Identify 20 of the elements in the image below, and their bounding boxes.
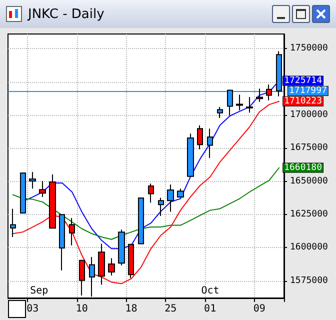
annotation: Oct — [201, 286, 220, 296]
y-tick-label: 1700000 — [290, 110, 328, 120]
x-tick-label: 10 — [76, 304, 88, 314]
x-tick-label: 18 — [125, 304, 138, 314]
y-tick-label: 1625000 — [290, 209, 328, 220]
y-tick-label: 1675000 — [290, 143, 328, 154]
x-tick-label: 01 — [204, 304, 216, 314]
y-tick-label: 1650000 — [290, 176, 328, 186]
y-tick-label: 1575000 — [290, 276, 328, 286]
data-label: 1660180 — [284, 162, 322, 173]
chart-title: JNKC - Daily — [28, 6, 106, 22]
data-label: 1725714 — [284, 76, 322, 86]
ref-line-label: 1717997 — [289, 86, 327, 96]
x-tick-label: 09 — [253, 304, 266, 314]
data-label: 1710223 — [284, 96, 322, 106]
annotation: Sep — [30, 286, 48, 296]
y-tick-label: 1750000 — [290, 44, 328, 54]
x-tick-label: 03 — [26, 304, 39, 314]
x-tick-label: 25 — [164, 304, 177, 314]
y-tick-label: 1600000 — [290, 242, 328, 253]
